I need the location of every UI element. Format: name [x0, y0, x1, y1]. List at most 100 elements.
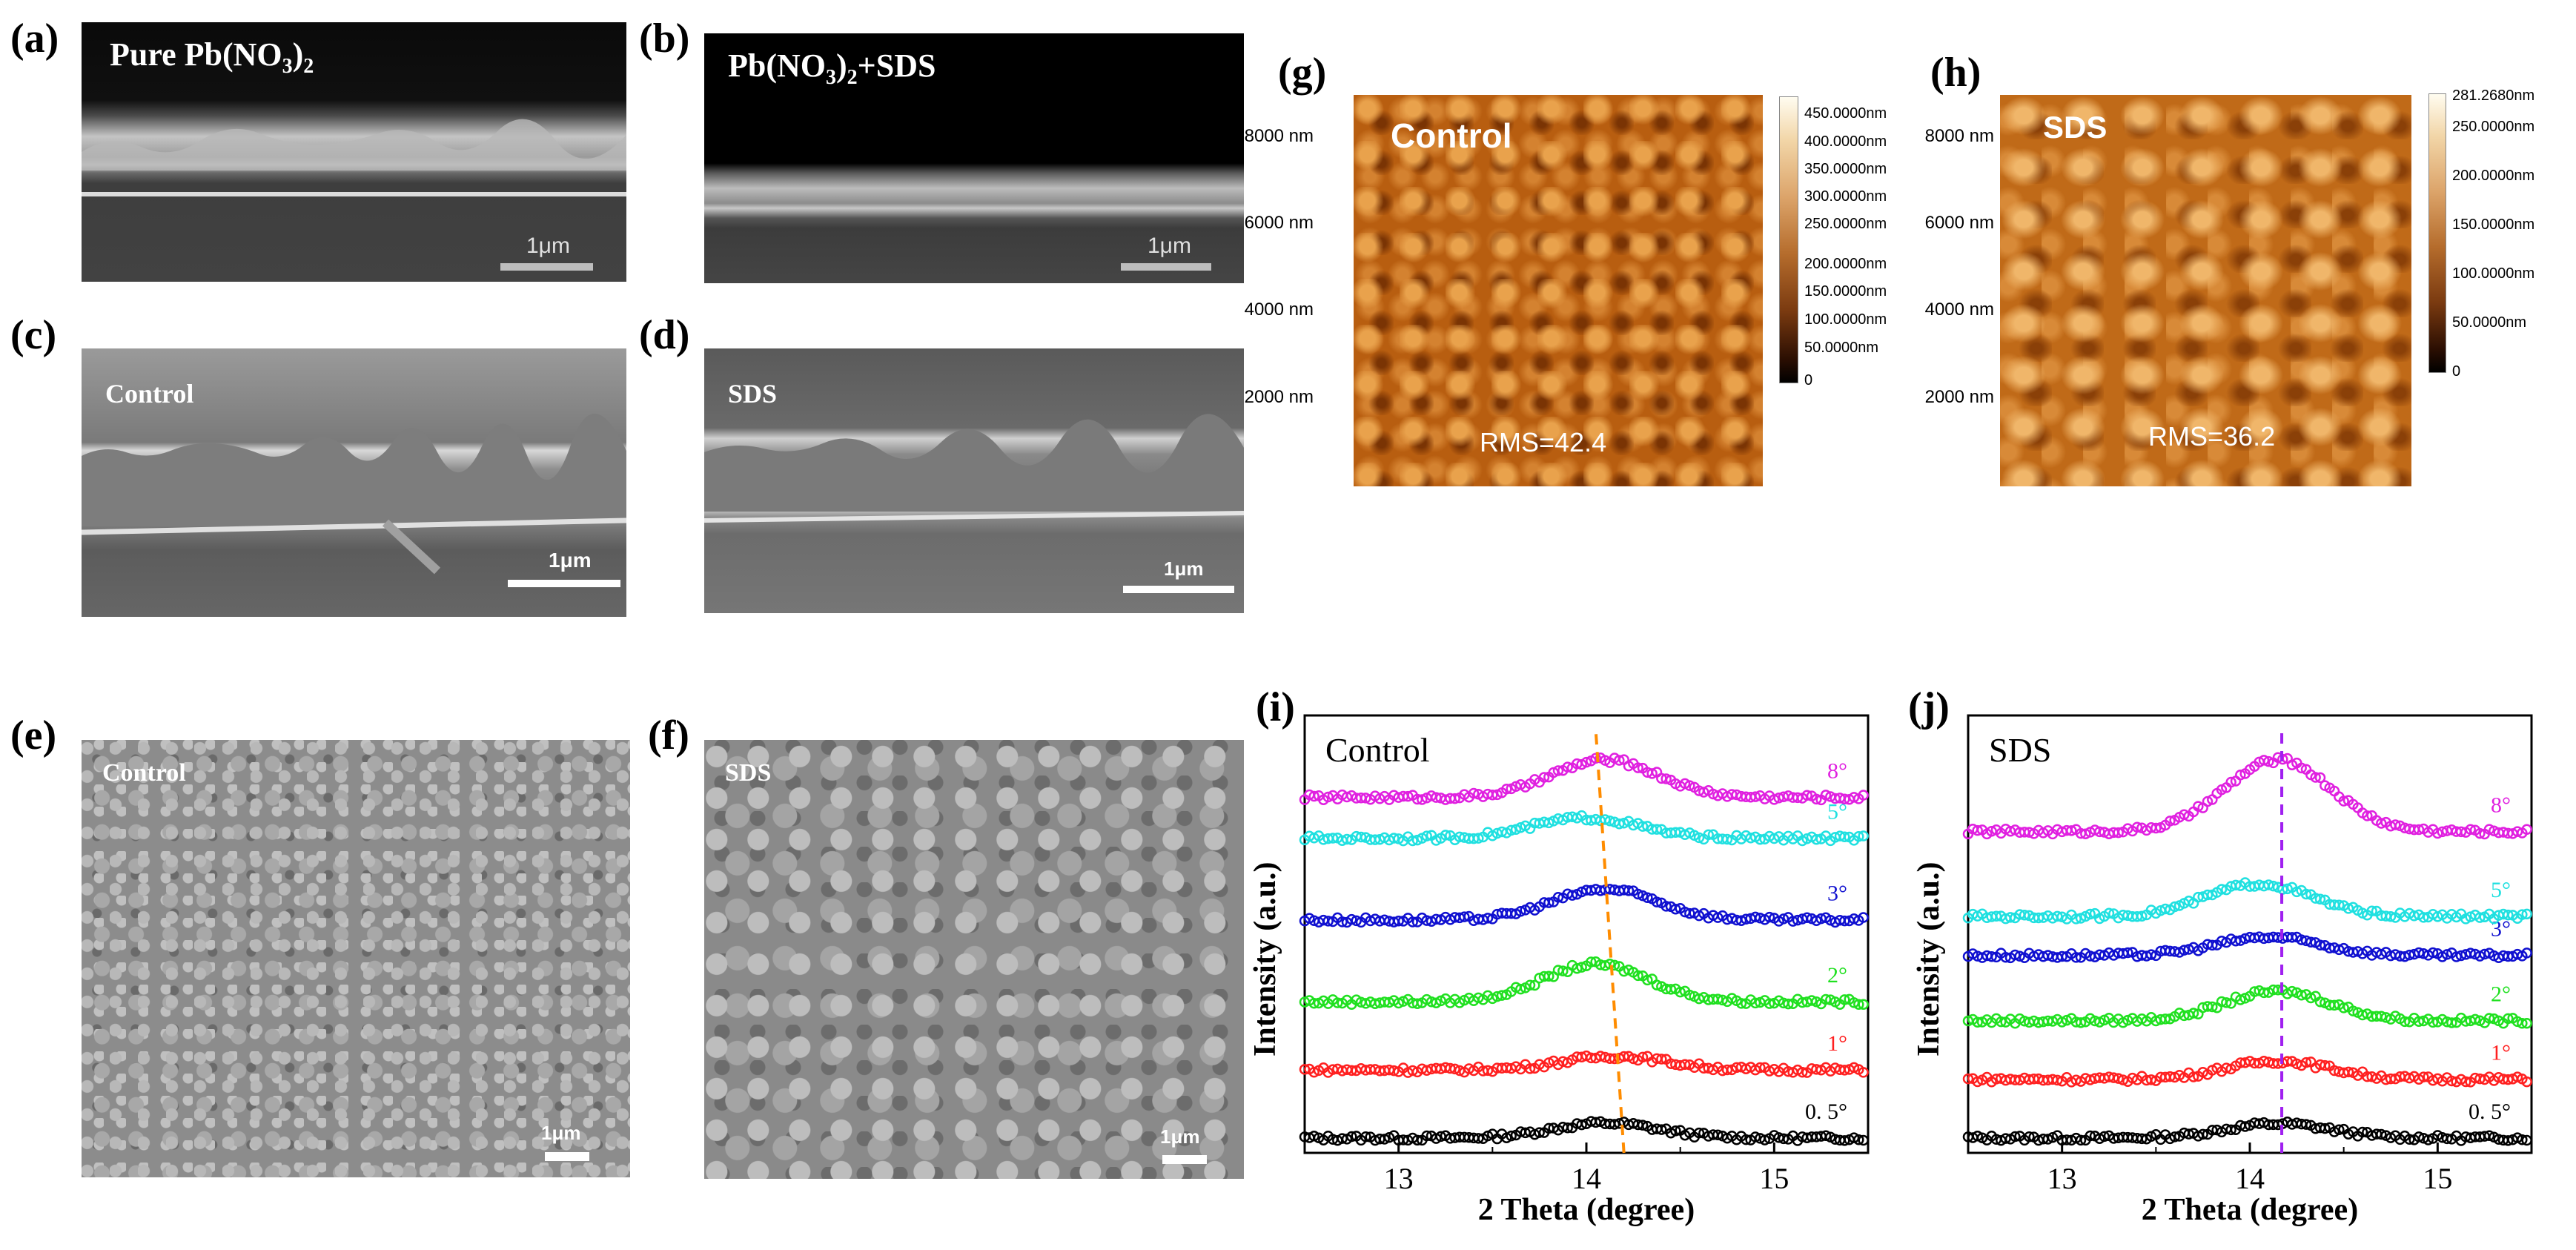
data-point [2070, 913, 2082, 925]
data-point [1839, 915, 1850, 927]
data-point [1562, 761, 1573, 773]
data-point [1524, 979, 1536, 991]
data-point [2080, 828, 2091, 839]
data-point [2517, 1134, 2528, 1145]
data-point [2122, 947, 2133, 959]
data-point [1614, 819, 1625, 830]
data-point [1445, 1062, 1456, 1074]
colorbar-h-tick: 50.0000nm [2452, 314, 2527, 331]
data-point [1726, 913, 1738, 924]
data-point [2300, 888, 2312, 900]
data-point [2179, 809, 2190, 820]
data-point [1614, 755, 1625, 766]
series-label: 5° [2491, 878, 2511, 902]
y-axis-label: Intensity (a.u.) [1912, 862, 1946, 1056]
series-label: 1° [1827, 1031, 1847, 1056]
data-point [2418, 1071, 2429, 1082]
data-point [2010, 949, 2021, 961]
colorbar-g-tick: 100.0000nm [1804, 311, 1887, 328]
data-point [2207, 939, 2218, 951]
data-point [1858, 1067, 1869, 1078]
series-label: 2° [1827, 963, 1847, 988]
scale-bar-e [545, 1152, 589, 1161]
data-point [1421, 1130, 1432, 1142]
data-point [2202, 796, 2214, 807]
data-point [2300, 1056, 2312, 1068]
data-point [2042, 1134, 2053, 1145]
scale-bar-b [1121, 263, 1211, 271]
data-point [1590, 753, 1601, 764]
data-point [2268, 880, 2279, 892]
data-point [1308, 997, 1320, 1009]
data-point [2521, 1076, 2532, 1088]
colorbar-g-tick: 0 [1804, 372, 1813, 388]
series-label: 3° [2491, 917, 2511, 942]
chart-title: SDS [1989, 731, 2051, 769]
data-point [1684, 907, 1695, 919]
data-point [2263, 755, 2274, 767]
scale-label-d: 1μm [1164, 558, 1204, 580]
data-point [1806, 995, 1818, 1006]
data-point [2019, 910, 2030, 921]
colorbar-g-tick: 300.0000nm [1804, 188, 1887, 205]
sem-image-a: Pure Pb(NO3)2 1μm [82, 22, 626, 282]
data-point [1839, 994, 1850, 1005]
data-point [2427, 1016, 2439, 1028]
data-point [1552, 765, 1564, 776]
colorbar-g-tick: 200.0000nm [1804, 256, 1887, 272]
data-point [1506, 907, 1517, 919]
data-point [2113, 1073, 2124, 1084]
data-point [1308, 790, 1320, 802]
data-point [2136, 1133, 2148, 1145]
data-point [1764, 911, 1775, 923]
data-point [1839, 831, 1850, 843]
data-point [2004, 912, 2016, 923]
data-point [2286, 932, 2298, 943]
data-point [2296, 934, 2307, 945]
panel-letter-j: (j) [1908, 684, 1950, 730]
data-point [2165, 816, 2176, 827]
data-point [1473, 1133, 1484, 1144]
data-point [2469, 1013, 2481, 1025]
data-point [1651, 979, 1663, 991]
data-point [1656, 1124, 1667, 1135]
data-point [1741, 913, 1752, 925]
data-point [1604, 816, 1615, 827]
data-point [1853, 1134, 1864, 1145]
series-label: 3° [1827, 882, 1847, 906]
data-point [1637, 1051, 1649, 1063]
data-point [2521, 908, 2532, 920]
data-point [1411, 1134, 1423, 1146]
panel-e-label: Control [102, 759, 186, 787]
data-point [2300, 1119, 2312, 1130]
data-point [2376, 1128, 2387, 1140]
data-point [2418, 912, 2429, 923]
data-point [1534, 1127, 1545, 1138]
data-point [2517, 1017, 2528, 1029]
colorbar-h-tick: 200.0000nm [2452, 168, 2535, 184]
data-point [2404, 1134, 2415, 1145]
data-point [2503, 950, 2514, 962]
data-point [2258, 1055, 2270, 1067]
data-point [2075, 1017, 2087, 1028]
sem-image-f: SDS 1μm [704, 740, 1244, 1179]
data-point [1576, 1119, 1587, 1131]
colorbar-g-tick: 50.0000nm [1804, 340, 1879, 356]
data-point [2108, 1072, 2119, 1083]
afm-image-h: SDS RMS=36.2 [2000, 95, 2411, 486]
data-point [2225, 1124, 2236, 1136]
data-point [2085, 1074, 2096, 1085]
colorbar-g [1779, 96, 1798, 383]
data-point [1670, 903, 1681, 915]
afm-g-ytick-2000: 2000 nm [1244, 387, 1314, 407]
data-point [1787, 916, 1798, 927]
data-point [2193, 891, 2204, 903]
series-0: 0. 5° [1299, 1099, 1869, 1146]
data-point [2169, 901, 2180, 913]
data-point [2521, 1017, 2532, 1029]
data-point [1426, 790, 1437, 801]
series-4: 5° [1962, 877, 2532, 925]
grain-texture-c [82, 413, 626, 575]
data-point [1529, 979, 1540, 991]
data-point [1595, 1051, 1606, 1062]
